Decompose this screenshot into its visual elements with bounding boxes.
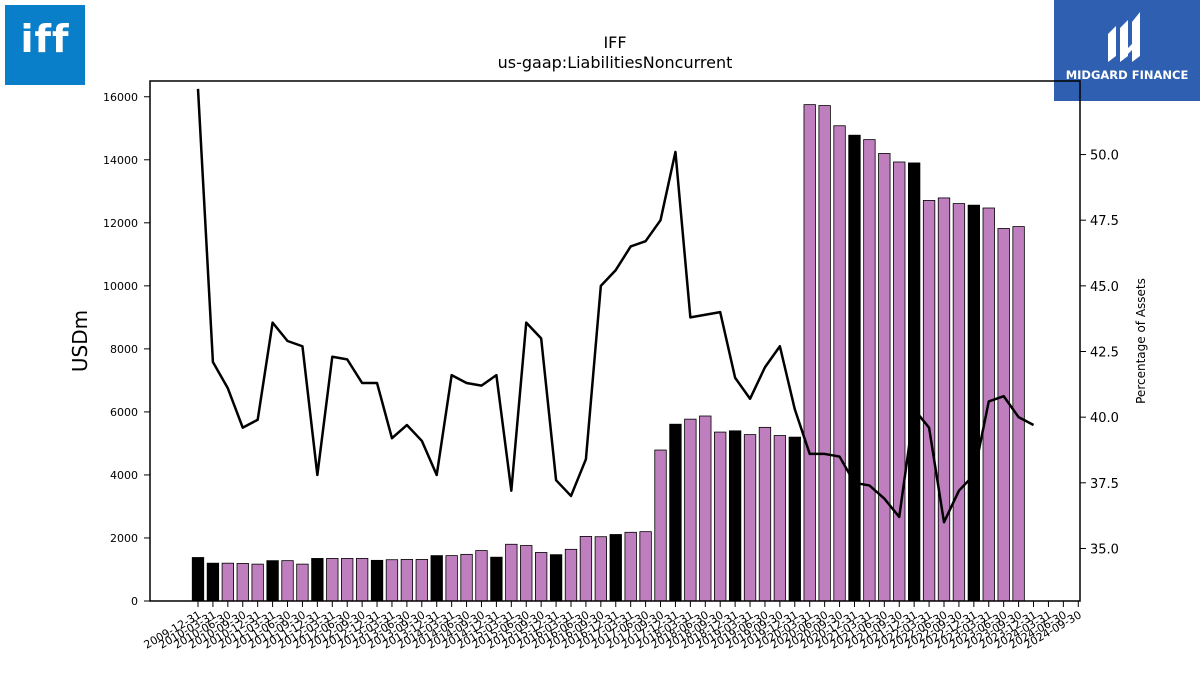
bar-2010-03-31 [206, 562, 220, 602]
bar-2022-03-31 [922, 200, 936, 602]
y2-tick-label: 40.0 [1090, 411, 1119, 426]
bar-2012-12-31 [370, 559, 384, 602]
iff-logo-text: iff [20, 17, 70, 61]
plot-area: 0 2000 4000 6000 8000 10000 12000 14000 16000 35.… [103, 80, 1119, 652]
bar-2014-09-30 [475, 550, 488, 602]
bar-2019-12-31 [788, 436, 801, 602]
bar-2015-06-30 [520, 545, 533, 602]
bar-2017-06-30 [639, 531, 652, 602]
bar-2011-09-30 [296, 563, 309, 602]
bar-2011-03-31 [266, 560, 279, 602]
bar-2021-03-31 [863, 139, 876, 602]
plot-frame [149, 80, 1081, 602]
y-tick-label: 8000 [110, 343, 138, 356]
y-axis-label: USDm [68, 310, 92, 372]
bar-2014-12-31 [490, 556, 503, 602]
y2-tick-label: 37.5 [1090, 477, 1119, 492]
bar-2013-09-30 [415, 559, 428, 602]
bar-2017-09-30 [654, 449, 667, 602]
midgard-logo-text: MIDGARD FINANCE [1065, 68, 1189, 82]
bar-2011-12-31 [311, 558, 324, 602]
chart-title: IFF [603, 33, 626, 52]
bar-2019-06-30 [758, 426, 772, 602]
bar-2010-12-31 [251, 563, 264, 602]
bar-2012-06-30 [341, 558, 354, 602]
bar-2016-06-30 [579, 535, 593, 602]
bar-2018-03-31 [684, 418, 697, 602]
bar-2021-12-31 [908, 162, 921, 602]
bar-2016-09-30 [594, 536, 607, 602]
y2-tick-label: 35.0 [1090, 542, 1119, 557]
bar-2019-09-30 [773, 435, 787, 602]
bar-2014-06-30 [460, 553, 473, 602]
y2-tick-label: 42.5 [1090, 346, 1119, 361]
y-tick-label: 2000 [110, 532, 138, 545]
midgard-logo-mark-icon [1108, 12, 1140, 62]
bar-2011-06-30 [281, 560, 294, 602]
y-tick-label: 0 [131, 595, 138, 608]
bar-2015-12-31 [549, 554, 563, 602]
bar-2020-06-30 [818, 105, 831, 602]
bar-2023-06-30 [997, 228, 1010, 602]
bar-2019-03-31 [743, 434, 757, 602]
bar-2016-03-31 [564, 548, 578, 602]
y-tick-label: 4000 [110, 469, 138, 482]
bar-2013-03-31 [385, 559, 399, 602]
bar-2020-03-31 [803, 104, 816, 602]
midgard-finance-logo: MIDGARD FINANCE [1054, 0, 1200, 101]
y2-tick-label: 45.0 [1090, 280, 1119, 295]
bar-2012-09-30 [355, 558, 369, 602]
bar-2020-09-30 [833, 125, 846, 602]
bar-2012-03-31 [326, 558, 339, 602]
bar-2016-12-31 [609, 534, 622, 602]
bar-2017-12-31 [669, 423, 682, 602]
bar-2013-06-30 [400, 559, 414, 602]
y2-axis-label: Percentage of Assets [1134, 278, 1148, 404]
bar-2020-12-31 [848, 134, 861, 602]
y-tick-label: 14000 [103, 154, 138, 167]
bar-2018-12-31 [728, 430, 742, 602]
bar-2014-03-31 [445, 555, 458, 602]
bar-2023-09-30 [1012, 226, 1025, 602]
bar-2021-06-30 [878, 153, 891, 602]
bar-2013-12-31 [430, 555, 443, 602]
bar-2009-12-31 [191, 557, 205, 602]
y-tick-label: 16000 [103, 91, 138, 104]
bar-2018-09-30 [714, 431, 727, 602]
y-tick-label: 10000 [103, 280, 138, 293]
bar-2015-03-31 [505, 543, 518, 602]
y2-tick-label: 47.5 [1090, 214, 1119, 229]
bar-2022-09-30 [952, 203, 966, 602]
bar-2021-09-30 [893, 161, 906, 602]
bar-2018-06-30 [699, 415, 712, 602]
bar-2022-12-31 [967, 204, 980, 602]
bar-2017-03-31 [624, 531, 637, 602]
bar-2022-06-30 [937, 197, 951, 602]
y-tick-label: 12000 [103, 217, 138, 230]
bar-2010-06-30 [221, 562, 234, 602]
iff-logo: iff [5, 5, 85, 85]
chart-subtitle: us-gaap:LiabilitiesNoncurrent [498, 53, 733, 72]
percentage-line [196, 88, 1035, 524]
bar-2010-09-30 [236, 563, 249, 602]
y2-tick-label: 50.0 [1090, 149, 1119, 164]
bar-2015-09-30 [535, 552, 548, 602]
y-tick-label: 6000 [110, 406, 138, 419]
